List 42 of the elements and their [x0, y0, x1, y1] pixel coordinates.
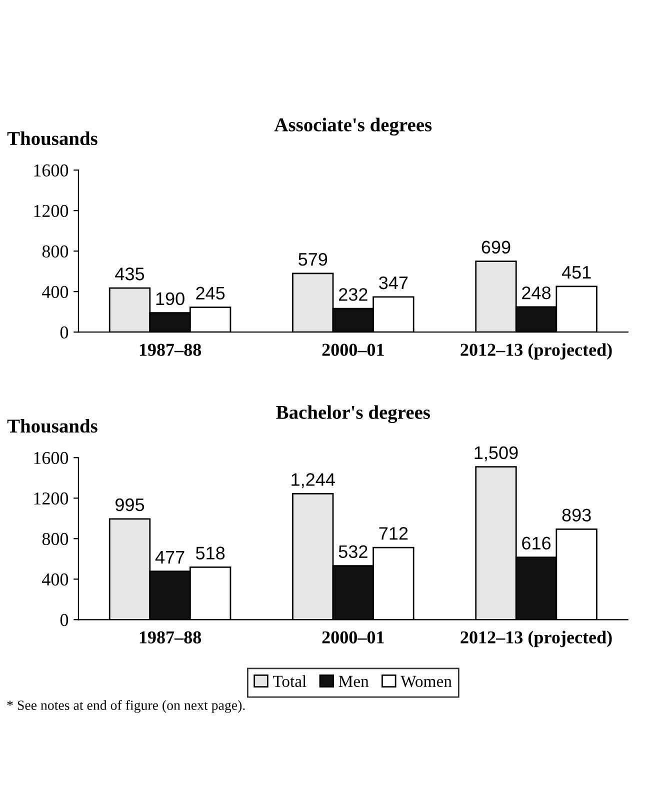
data-label: 347 — [379, 276, 408, 290]
y-tick-label: 400 — [42, 573, 68, 586]
data-label: 451 — [562, 266, 591, 279]
y-tick-label: 1200 — [34, 492, 68, 505]
data-label: 1,244 — [292, 473, 335, 488]
data-label: 232 — [339, 288, 368, 301]
y-tick-label: 800 — [42, 532, 68, 546]
data-label: 245 — [196, 286, 225, 300]
y-tick-label: 1600 — [34, 164, 68, 177]
y-axis-title: Thousands — [7, 418, 98, 433]
y-tick-label: 800 — [42, 245, 68, 258]
y-tick-label: 1600 — [34, 452, 68, 464]
text: * See notes at end of figure (on next page). — [7, 700, 245, 713]
x-tick-label: 2012–13 (projected) — [460, 630, 612, 648]
data-label: 699 — [482, 240, 510, 254]
legend-label: Men — [338, 676, 369, 687]
data-label: 518 — [196, 546, 225, 560]
legend-label: Total — [272, 675, 306, 687]
y-tick-label: 400 — [42, 286, 68, 298]
data-label: 532 — [338, 545, 368, 558]
data-label: 579 — [298, 252, 328, 266]
x-tick-label: 1987–88 — [140, 631, 202, 644]
data-label: 616 — [522, 536, 551, 550]
x-tick-label: 2012–13 (projected) — [460, 343, 612, 360]
data-label: 893 — [562, 508, 591, 522]
chart-title: Bachelor's degrees — [276, 405, 430, 424]
y-tick-label: 1200 — [34, 204, 68, 218]
chart-title: Associate's degrees — [274, 118, 432, 136]
y-axis-title: Thousands — [7, 131, 98, 146]
y-tick-label: 0 — [60, 614, 68, 626]
x-tick-label: 2000–01 — [322, 344, 384, 356]
data-label: 995 — [116, 498, 144, 512]
data-label: 712 — [379, 527, 408, 540]
data-label: 477 — [155, 551, 184, 564]
data-label: 1,509 — [474, 446, 518, 462]
data-label: 190 — [156, 292, 184, 306]
x-tick-label: 1987–88 — [140, 344, 202, 356]
data-label: 435 — [115, 268, 144, 280]
data-label: 248 — [522, 286, 551, 300]
x-tick-label: 2000–01 — [322, 631, 384, 644]
y-tick-label: 0 — [60, 326, 68, 339]
legend-label: Women — [400, 676, 452, 688]
